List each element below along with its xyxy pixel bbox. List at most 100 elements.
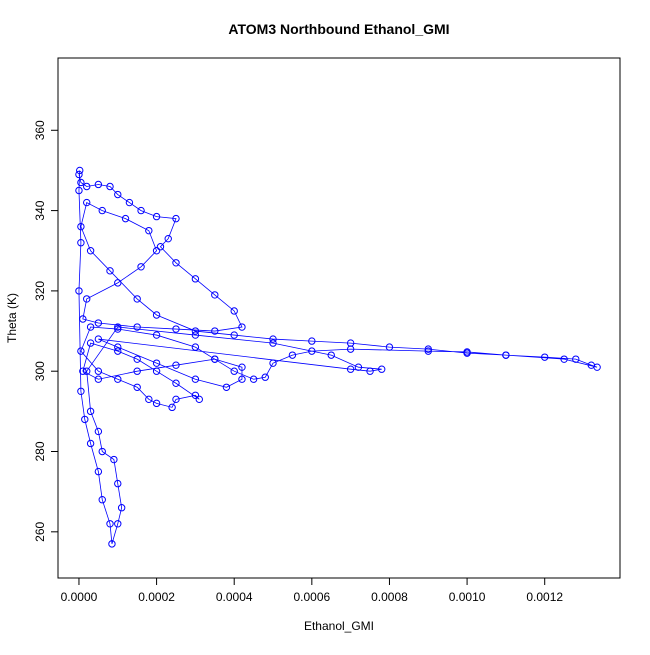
data-point xyxy=(98,447,106,456)
data-point xyxy=(94,367,103,375)
data-point xyxy=(191,331,200,339)
data-point xyxy=(152,212,161,221)
data-point xyxy=(327,351,335,359)
y-tick-label: 280 xyxy=(33,441,47,461)
y-tick-label: 340 xyxy=(33,200,47,220)
data-point xyxy=(145,395,153,404)
data-point xyxy=(114,325,122,333)
x-tick-label: 0.0010 xyxy=(449,590,486,604)
data-point xyxy=(152,399,161,408)
data-point xyxy=(79,315,87,323)
data-point xyxy=(83,367,91,375)
data-point xyxy=(86,339,95,347)
data-point xyxy=(114,343,122,351)
data-point xyxy=(238,323,246,331)
data-point xyxy=(269,359,277,367)
x-tick-label: 0.0004 xyxy=(216,590,253,604)
x-tick-label: 0.0002 xyxy=(138,590,175,604)
data-point xyxy=(114,520,122,528)
data-point xyxy=(172,214,180,223)
data-point xyxy=(121,214,130,223)
data-point xyxy=(152,359,161,367)
data-point xyxy=(354,363,363,371)
data-point xyxy=(106,182,114,191)
data-point xyxy=(211,355,219,363)
data-point xyxy=(346,365,355,373)
data-point xyxy=(86,323,95,331)
y-tick-label: 260 xyxy=(33,521,47,541)
data-point xyxy=(110,455,118,464)
data-point xyxy=(211,327,219,335)
data-point xyxy=(152,311,161,319)
data-point xyxy=(156,243,165,251)
data-point xyxy=(77,347,85,355)
data-point xyxy=(83,198,91,207)
data-point xyxy=(137,206,145,215)
data-point xyxy=(377,365,386,373)
data-point xyxy=(269,339,277,347)
data-point xyxy=(366,367,374,375)
data-point xyxy=(230,367,238,375)
data-point xyxy=(222,383,231,391)
data-point xyxy=(77,222,85,231)
data-point xyxy=(168,403,176,412)
data-point xyxy=(117,504,126,512)
data-point xyxy=(191,375,200,383)
data-point xyxy=(152,331,161,339)
data-point xyxy=(195,395,203,404)
data-point xyxy=(75,170,83,179)
data-point xyxy=(191,391,200,399)
data-point xyxy=(114,323,122,331)
data-point xyxy=(75,287,83,295)
data-point xyxy=(94,180,103,189)
data-point xyxy=(288,351,297,359)
x-axis-label: Ethanol_GMI xyxy=(304,619,374,633)
data-point xyxy=(75,186,83,195)
data-point xyxy=(560,355,568,363)
data-point xyxy=(172,259,180,267)
plot-frame xyxy=(57,57,621,579)
data-point xyxy=(230,307,238,315)
y-tick-label: 300 xyxy=(33,361,47,381)
data-point xyxy=(86,439,95,448)
data-point xyxy=(152,247,161,255)
data-point xyxy=(191,327,200,335)
data-point xyxy=(172,361,180,369)
data-point xyxy=(83,182,91,191)
data-point xyxy=(238,363,246,371)
data-point xyxy=(424,345,432,353)
x-tick-label: 0.0006 xyxy=(293,590,330,604)
data-point xyxy=(269,335,277,343)
data-point xyxy=(79,367,87,375)
data-point xyxy=(230,331,238,339)
data-point xyxy=(137,263,145,271)
data-point xyxy=(238,375,246,383)
data-point xyxy=(308,347,316,355)
data-point xyxy=(133,295,141,303)
data-point xyxy=(152,367,161,375)
data-point xyxy=(133,383,141,391)
data-point xyxy=(98,206,106,215)
x-tick-label: 0.0008 xyxy=(371,590,408,604)
data-point xyxy=(249,375,258,383)
data-point xyxy=(541,353,549,361)
data-point xyxy=(114,375,122,383)
data-point xyxy=(133,367,141,375)
y-axis-label: Theta (K) xyxy=(5,293,19,343)
data-point xyxy=(114,347,122,355)
data-point xyxy=(77,178,85,187)
data-point xyxy=(94,467,103,476)
data-point xyxy=(98,495,106,504)
data-point xyxy=(86,407,95,416)
data-point xyxy=(463,348,471,356)
data-point xyxy=(81,415,89,424)
data-point xyxy=(172,325,180,333)
data-point xyxy=(385,343,394,351)
data-point xyxy=(76,166,84,175)
data-point xyxy=(133,355,141,363)
data-point xyxy=(83,295,91,303)
data-point xyxy=(572,355,580,363)
data-point xyxy=(164,234,172,243)
